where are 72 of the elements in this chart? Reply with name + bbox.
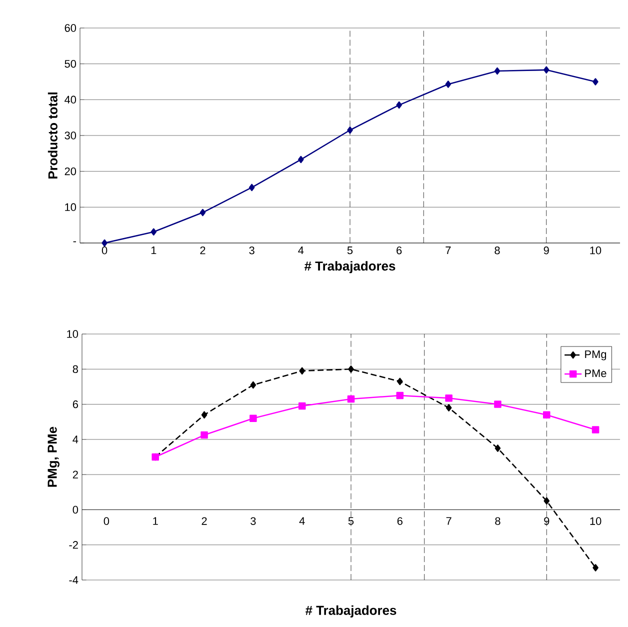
y-tick-label: 8 xyxy=(72,365,78,374)
x-axis-title: # Trabajadores xyxy=(306,605,396,618)
x-tick-label: 0 xyxy=(102,246,108,254)
x-tick-label: 4 xyxy=(298,246,304,254)
x-tick-label: 3 xyxy=(249,246,254,254)
point xyxy=(543,411,550,418)
point xyxy=(396,101,402,109)
y-tick-label: 30 xyxy=(64,132,76,140)
x-tick-label: 3 xyxy=(250,517,256,525)
point xyxy=(445,80,452,88)
y-tick-label: 60 xyxy=(64,24,76,32)
point xyxy=(592,78,598,86)
point xyxy=(150,228,157,236)
point xyxy=(348,366,354,373)
point xyxy=(446,404,452,412)
point xyxy=(200,431,208,439)
point xyxy=(299,367,305,375)
x-tick-label: 5 xyxy=(347,246,353,254)
y-tick-label: 20 xyxy=(64,167,76,176)
y-tick-label: - xyxy=(73,241,76,242)
point xyxy=(298,402,306,410)
y-tick-label: 10 xyxy=(67,330,78,338)
point xyxy=(396,392,404,400)
point xyxy=(250,381,256,389)
point xyxy=(494,67,500,75)
point xyxy=(248,184,255,192)
x-tick-label: 7 xyxy=(446,246,451,254)
x-tick-label: 4 xyxy=(299,517,305,525)
x-tick-label: 7 xyxy=(446,517,452,525)
x-tick-label: 9 xyxy=(544,517,550,525)
point xyxy=(250,414,257,422)
point xyxy=(347,395,355,403)
y-tick-label: 50 xyxy=(64,60,76,68)
x-tick-label: 6 xyxy=(396,246,402,254)
point xyxy=(200,208,206,216)
y-axis-title: Producto total xyxy=(48,92,58,179)
x-tick-label: 1 xyxy=(151,246,156,254)
point xyxy=(494,400,502,408)
x-axis-title: # Trabajadores xyxy=(304,261,396,274)
x-tick-label: 0 xyxy=(104,517,110,525)
x-tick-label: 9 xyxy=(544,246,549,254)
x-tick-label: 2 xyxy=(200,246,206,254)
x-tick-label: 10 xyxy=(590,517,602,525)
point xyxy=(592,564,598,572)
y-tick-label: -2 xyxy=(69,541,78,549)
point xyxy=(347,126,353,134)
x-tick-label: 8 xyxy=(495,517,500,525)
point xyxy=(102,239,108,247)
y-tick-label: 40 xyxy=(64,96,76,104)
x-tick-label: 2 xyxy=(202,517,207,525)
legend-label: PMg xyxy=(585,350,606,360)
point xyxy=(494,444,501,452)
x-tick-label: 10 xyxy=(590,246,602,254)
y-tick-label: 10 xyxy=(65,203,76,212)
x-tick-label: 5 xyxy=(348,517,354,525)
x-tick-label: 1 xyxy=(153,517,158,525)
y-tick-label: 6 xyxy=(72,400,78,408)
legend-label: PMe xyxy=(585,369,606,378)
y-axis-title: PMg, PMe xyxy=(48,426,60,487)
y-tick-label: 0 xyxy=(72,506,78,514)
point xyxy=(543,66,550,74)
point xyxy=(445,394,452,402)
point xyxy=(592,426,600,434)
y-tick-label: 2 xyxy=(72,470,78,478)
point xyxy=(397,378,403,386)
x-tick-label: 6 xyxy=(397,517,402,525)
point xyxy=(298,156,304,164)
y-tick-label: -4 xyxy=(69,576,78,584)
x-tick-label: 8 xyxy=(494,246,500,254)
y-tick-label: 4 xyxy=(72,436,78,444)
point xyxy=(201,411,208,418)
point xyxy=(544,497,550,505)
